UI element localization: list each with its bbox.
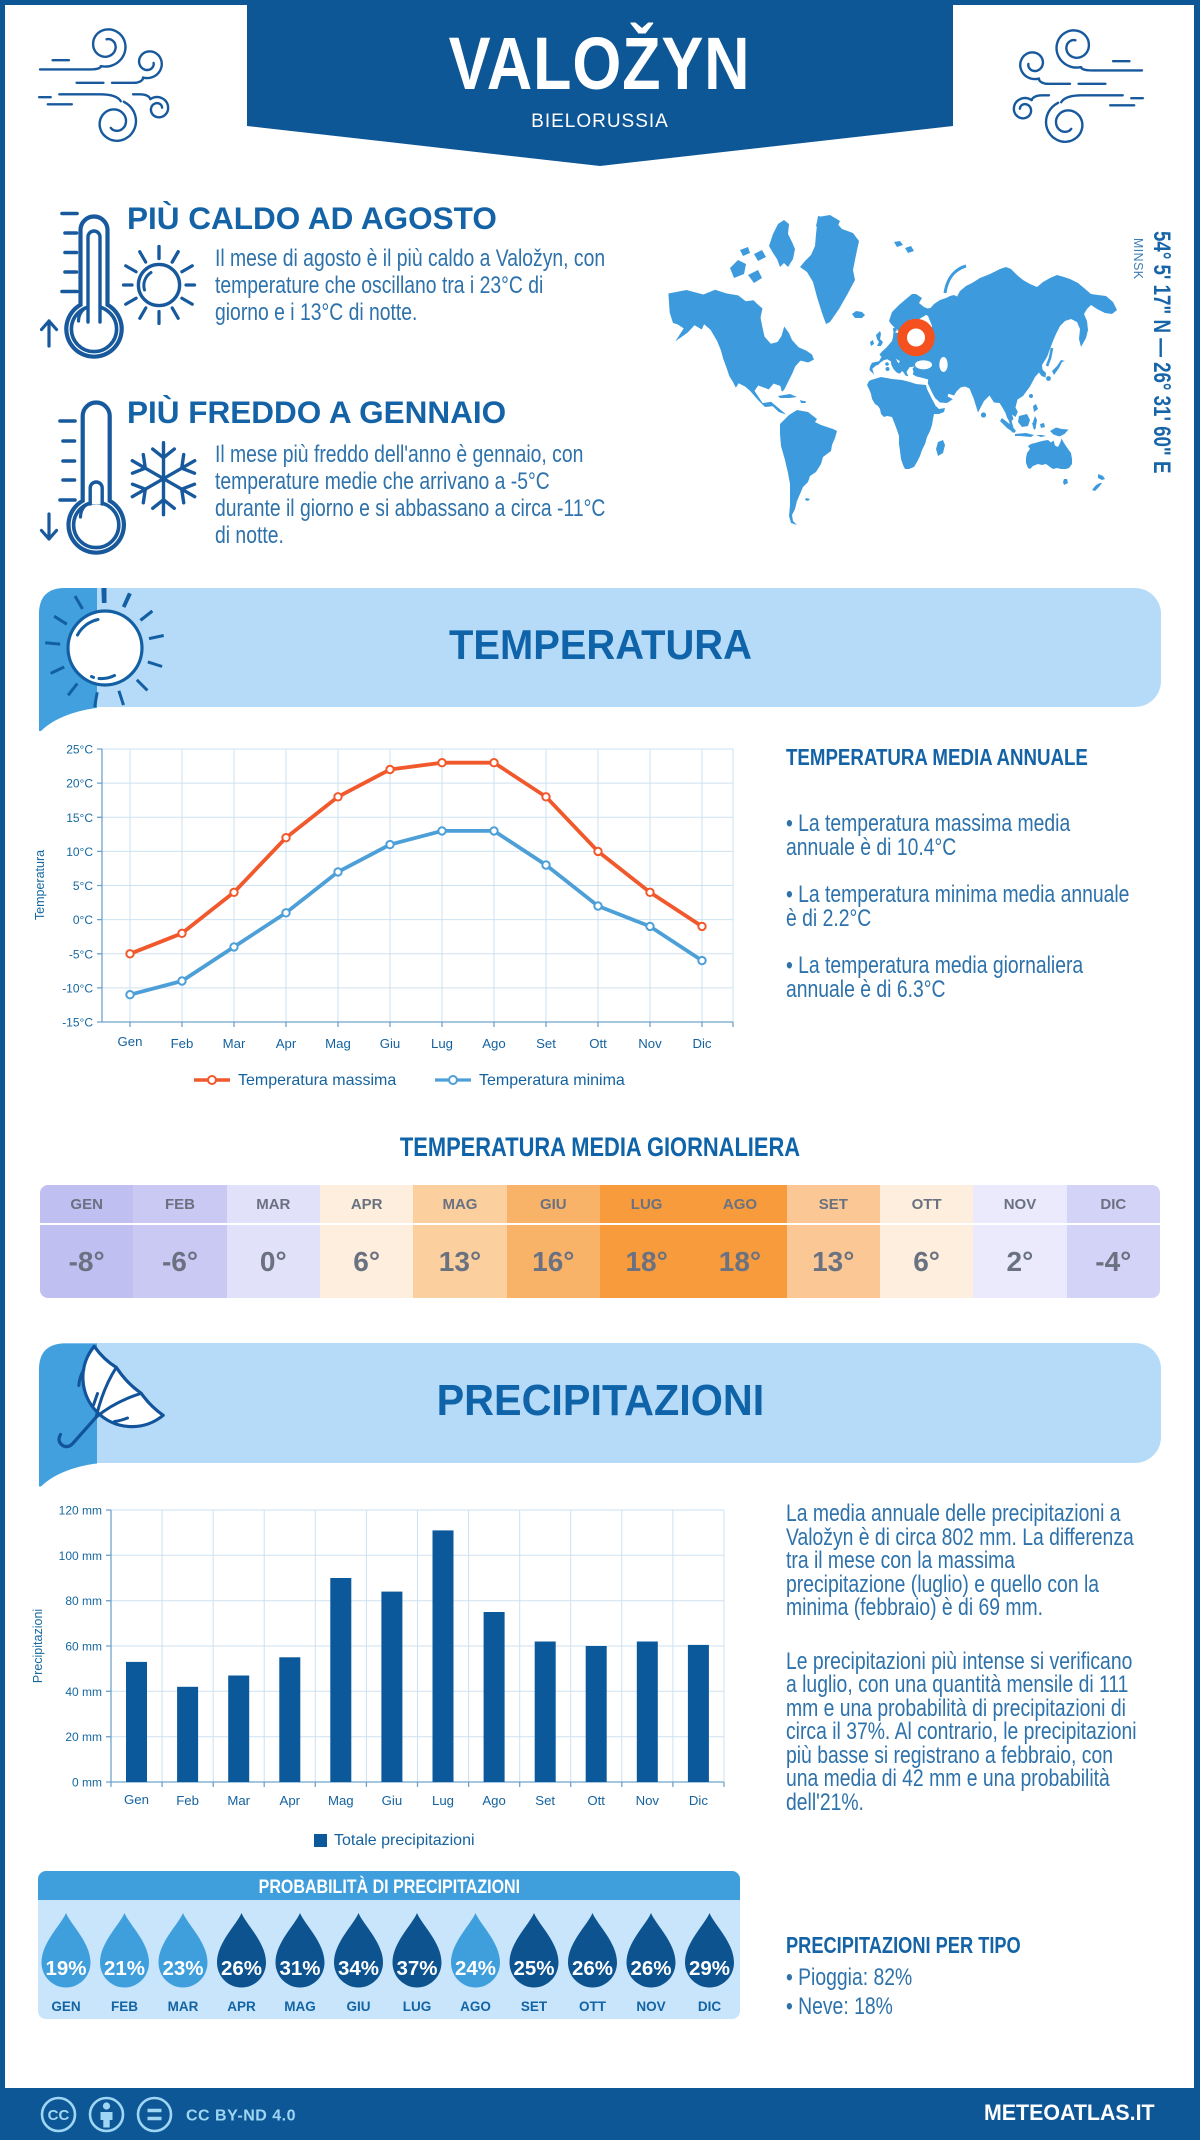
- svg-text:Precipitazioni: Precipitazioni: [31, 1609, 45, 1683]
- svg-text:-5°C: -5°C: [69, 947, 93, 961]
- svg-text:Ott: Ott: [589, 1036, 607, 1051]
- svg-text:Mag: Mag: [328, 1793, 354, 1808]
- svg-text:25%: 25%: [513, 1957, 554, 1980]
- svg-text:10°C: 10°C: [66, 845, 93, 859]
- svg-text:FEB: FEB: [111, 1999, 138, 2014]
- svg-text:Mag: Mag: [325, 1036, 351, 1051]
- svg-text:Nov: Nov: [636, 1793, 660, 1808]
- svg-text:LUG: LUG: [403, 1999, 432, 2014]
- svg-text:24%: 24%: [455, 1957, 496, 1980]
- svg-text:29%: 29%: [689, 1957, 730, 1980]
- svg-text:120 mm: 120 mm: [59, 1504, 102, 1518]
- svg-text:26%: 26%: [221, 1957, 262, 1980]
- svg-text:Temperatura minima: Temperatura minima: [479, 1072, 625, 1089]
- svg-text:DIC: DIC: [698, 1999, 722, 2014]
- svg-text:Gen: Gen: [124, 1792, 149, 1807]
- svg-text:GIU: GIU: [346, 1999, 370, 2014]
- svg-text:Mar: Mar: [227, 1793, 250, 1808]
- svg-text:AGO: AGO: [460, 1999, 491, 2014]
- svg-text:Temperatura massima: Temperatura massima: [238, 1072, 396, 1089]
- svg-text:Giu: Giu: [380, 1036, 401, 1051]
- svg-text:Nov: Nov: [638, 1036, 662, 1051]
- svg-text:Apr: Apr: [276, 1036, 297, 1051]
- svg-text:23%: 23%: [162, 1957, 203, 1980]
- svg-text:-10°C: -10°C: [62, 981, 93, 995]
- svg-text:20 mm: 20 mm: [65, 1730, 102, 1744]
- svg-text:25°C: 25°C: [66, 743, 93, 757]
- svg-text:MAR: MAR: [168, 1999, 199, 2014]
- svg-text:-15°C: -15°C: [62, 1016, 93, 1030]
- svg-text:60 mm: 60 mm: [65, 1640, 102, 1654]
- svg-text:Dic: Dic: [689, 1793, 708, 1808]
- svg-text:34%: 34%: [338, 1957, 379, 1980]
- svg-text:Set: Set: [536, 1036, 556, 1051]
- svg-text:CC: CC: [48, 2107, 70, 2124]
- svg-text:Ago: Ago: [482, 1036, 505, 1051]
- svg-text:MAG: MAG: [284, 1999, 316, 2014]
- svg-text:37%: 37%: [396, 1957, 437, 1980]
- svg-text:Ago: Ago: [482, 1793, 505, 1808]
- svg-text:Feb: Feb: [171, 1036, 194, 1051]
- svg-text:Lug: Lug: [431, 1036, 453, 1051]
- svg-text:Feb: Feb: [176, 1793, 199, 1808]
- svg-text:Gen: Gen: [118, 1034, 143, 1049]
- svg-text:Dic: Dic: [692, 1036, 711, 1051]
- svg-text:26%: 26%: [572, 1957, 613, 1980]
- svg-text:19%: 19%: [45, 1957, 86, 1980]
- svg-text:80 mm: 80 mm: [65, 1594, 102, 1608]
- svg-text:21%: 21%: [104, 1957, 145, 1980]
- svg-text:CC BY-ND 4.0: CC BY-ND 4.0: [186, 2108, 296, 2125]
- svg-text:15°C: 15°C: [66, 811, 93, 825]
- svg-text:SET: SET: [521, 1999, 548, 2014]
- svg-text:31%: 31%: [279, 1957, 320, 1980]
- svg-text:Temperatura: Temperatura: [33, 850, 47, 920]
- svg-text:OTT: OTT: [579, 1999, 607, 2014]
- svg-text:Totale precipitazioni: Totale precipitazioni: [334, 1832, 475, 1849]
- svg-text:0 mm: 0 mm: [72, 1776, 102, 1790]
- svg-text:Giu: Giu: [382, 1793, 403, 1808]
- svg-text:Apr: Apr: [280, 1793, 301, 1808]
- svg-text:Set: Set: [535, 1793, 555, 1808]
- svg-text:Lug: Lug: [432, 1793, 454, 1808]
- svg-text:NOV: NOV: [636, 1999, 665, 2014]
- svg-text:Mar: Mar: [223, 1036, 246, 1051]
- svg-text:100 mm: 100 mm: [59, 1549, 102, 1563]
- svg-text:20°C: 20°C: [66, 777, 93, 791]
- svg-text:Ott: Ott: [587, 1793, 605, 1808]
- svg-text:5°C: 5°C: [73, 879, 93, 893]
- svg-text:40 mm: 40 mm: [65, 1685, 102, 1699]
- svg-text:GEN: GEN: [51, 1999, 80, 2014]
- svg-text:APR: APR: [227, 1999, 256, 2014]
- svg-text:0°C: 0°C: [73, 913, 93, 927]
- svg-text:26%: 26%: [630, 1957, 671, 1980]
